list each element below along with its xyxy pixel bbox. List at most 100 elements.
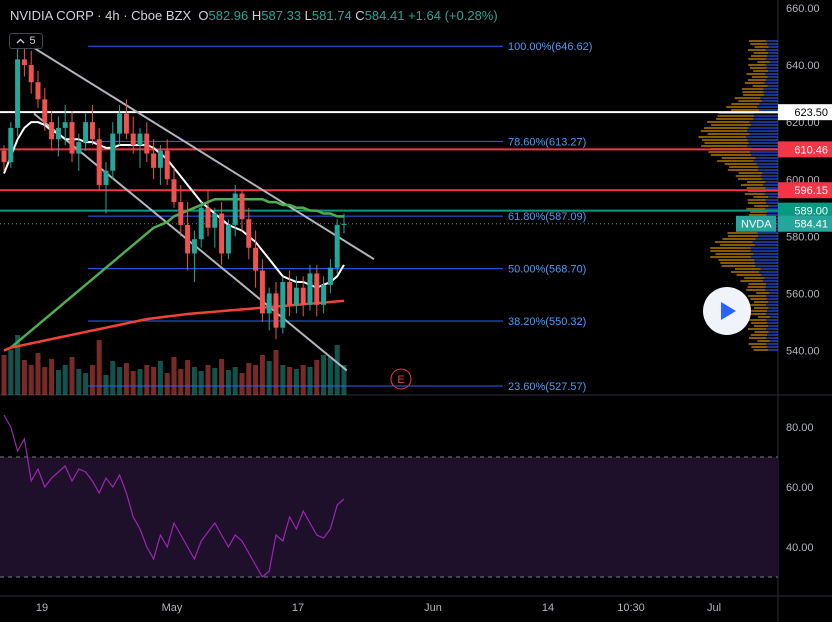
collapse-indicators-button[interactable]: 5: [9, 33, 43, 49]
trend-channel-lower: [33, 112, 348, 372]
volume-profile-bar: [751, 124, 778, 126]
volume-profile-bar: [750, 334, 768, 336]
volume-bar: [15, 335, 21, 395]
volume-bar: [28, 365, 34, 395]
volume-profile-bar: [748, 337, 767, 339]
volume-profile-bar: [765, 79, 778, 81]
volume-bar: [42, 367, 48, 395]
volume-profile-bar: [766, 211, 778, 213]
volume-profile-bar: [717, 160, 754, 162]
volume-profile-bar: [711, 124, 752, 126]
trend-channel-upper: [33, 47, 375, 261]
volume-profile-bar: [710, 250, 751, 252]
volume-profile-bar: [767, 43, 778, 45]
volume-profile-bar: [757, 340, 770, 342]
volume-bar: [137, 369, 143, 395]
interval-label[interactable]: 4h: [105, 8, 120, 23]
last-price-tag-bg: [778, 215, 832, 232]
volume-profile-bar: [762, 100, 778, 102]
volume-bar: [293, 369, 299, 395]
volume-profile-bar: [753, 301, 769, 303]
ticker-tag-bg: [736, 215, 776, 232]
low-label: L: [304, 8, 312, 23]
volume-profile-bar: [753, 325, 769, 327]
candle-body: [117, 113, 123, 134]
volume-profile-bar: [763, 91, 778, 93]
volume-bar: [225, 370, 231, 395]
volume-profile-bar: [744, 277, 765, 279]
volume-profile-bar: [767, 85, 778, 87]
volume-profile-bar: [751, 346, 768, 348]
volume-bar: [83, 373, 89, 395]
volume-profile-bar: [727, 169, 758, 171]
volume-profile-bar: [742, 91, 764, 93]
volume-profile-bar: [734, 97, 761, 99]
play-icon: [721, 302, 736, 320]
volume-profile-bar: [750, 310, 768, 312]
candle-body: [266, 293, 272, 314]
volume-profile-bar: [747, 79, 766, 81]
moving-average-line: [3, 299, 345, 352]
volume-profile-bar: [763, 184, 778, 186]
volume-profile-bar: [748, 64, 767, 66]
time-axis-tick: 14: [542, 602, 554, 614]
volume-profile-bar: [767, 310, 778, 312]
volume-profile-bar: [760, 97, 778, 99]
fib-level-label: 100.00%(646.62): [508, 41, 592, 53]
volume-profile-bar: [740, 280, 763, 282]
volume-profile-bar: [750, 256, 778, 258]
candle-body: [55, 127, 61, 140]
candle-body: [239, 193, 245, 220]
volume-profile-bar: [761, 175, 778, 177]
volume-profile-bar: [764, 94, 778, 96]
volume-profile-bar: [747, 130, 778, 132]
volume-profile-bar: [762, 172, 778, 174]
volume-profile-bar: [708, 151, 751, 153]
change-value: +1.64 (+0.28%): [408, 8, 498, 23]
volume-bar: [49, 359, 55, 395]
price-tag-bg: [778, 141, 832, 158]
volume-profile-bar: [766, 313, 778, 315]
volume-profile-bar: [754, 262, 778, 264]
volume-profile-bar: [767, 346, 778, 348]
time-axis-tick: May: [162, 602, 183, 614]
volume-profile-bar: [748, 313, 767, 315]
earnings-marker: [390, 368, 412, 390]
volume-bar: [110, 361, 116, 395]
volume-bar: [96, 340, 102, 395]
play-button[interactable]: [703, 287, 751, 335]
volume-profile-bar: [748, 58, 767, 60]
volume-profile-bar: [716, 118, 754, 120]
volume-profile-bar: [754, 46, 769, 48]
price-tag-label: 589.00: [794, 206, 828, 218]
volume-profile-bar: [768, 349, 778, 351]
volume-bar: [103, 375, 109, 395]
volume-profile-bar: [769, 292, 778, 294]
symbol-name[interactable]: NVIDIA CORP: [10, 8, 94, 23]
candle-body: [293, 287, 299, 305]
volume-profile-bar: [766, 67, 778, 69]
volume-profile-bar: [754, 205, 769, 207]
candle-body: [69, 122, 75, 154]
volume-profile-bar: [738, 178, 763, 180]
volume-profile-bar: [762, 178, 778, 180]
candle-body: [185, 224, 191, 254]
volume-profile-bar: [750, 43, 768, 45]
volume-profile-bar: [731, 271, 760, 273]
volume-bar: [89, 365, 95, 395]
volume-profile-bar: [766, 40, 778, 42]
volume-bar: [321, 355, 327, 395]
candle-body: [341, 223, 347, 225]
volume-profile-bar: [731, 109, 760, 111]
volume-profile-bar: [765, 187, 778, 189]
candle-body: [191, 239, 197, 254]
volume-bar: [327, 357, 333, 395]
volume-profile-bar: [726, 106, 758, 108]
volume-profile-bar: [755, 238, 778, 240]
volume-profile-bar: [754, 259, 778, 261]
volume-profile-bar: [698, 136, 747, 138]
high-value: 587.33: [261, 8, 302, 23]
time-axis-tick: 19: [36, 602, 48, 614]
chart-legend-header: NVIDIA CORP · 4h · Cboe BZX O582.96 H587…: [10, 8, 498, 23]
